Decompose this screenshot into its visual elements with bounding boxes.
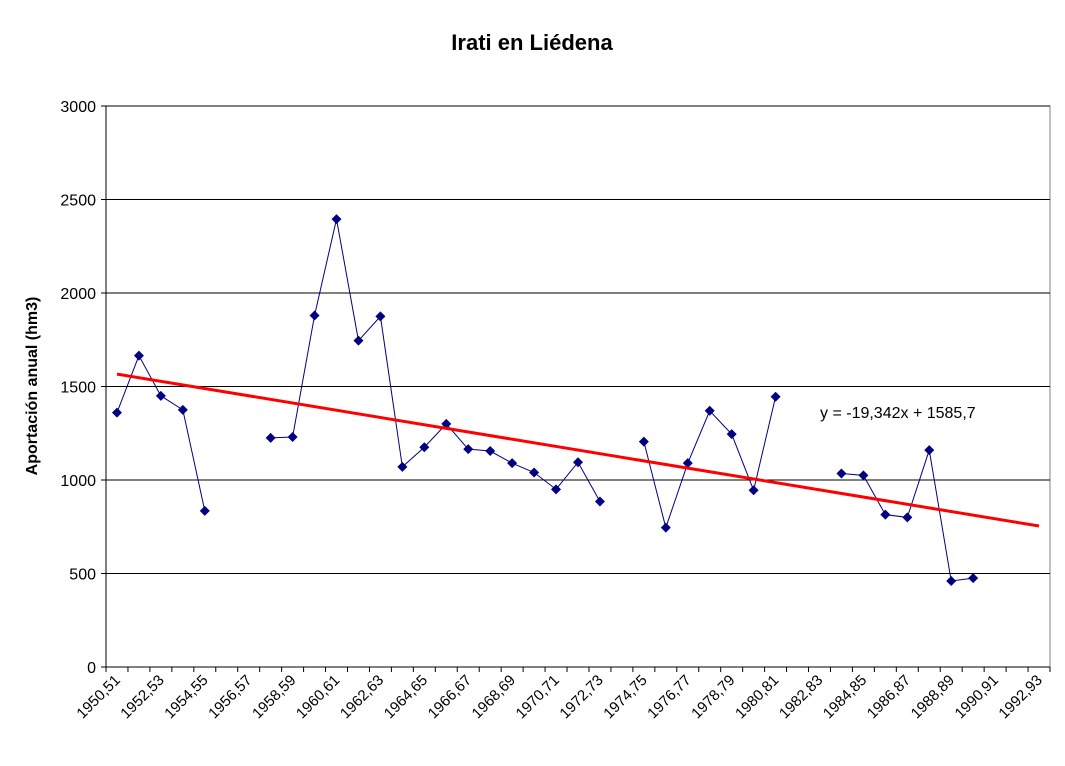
series-line-segment (270, 219, 601, 502)
data-point (397, 461, 408, 472)
x-tick-label: 1992,93 (995, 672, 1045, 722)
data-point (441, 418, 452, 429)
data-point (902, 512, 913, 523)
x-tick-label: 1950,51 (73, 672, 123, 722)
data-point (880, 509, 891, 520)
data-point (748, 485, 759, 496)
data-point (463, 444, 474, 455)
data-point (331, 214, 342, 225)
trendline (116, 372, 1040, 528)
y-tick-label: 1500 (60, 380, 96, 397)
x-tick-label: 1964,65 (381, 672, 431, 722)
y-tick-label: 1000 (60, 473, 96, 490)
x-tick-label: 1970,71 (513, 672, 563, 722)
x-tick-label: 1980,81 (732, 672, 782, 722)
data-point (594, 496, 605, 507)
x-tick-label: 1968,69 (469, 672, 519, 722)
data-point (551, 484, 562, 495)
x-tick-label: 1982,83 (776, 672, 826, 722)
data-point (529, 467, 540, 478)
data-point (155, 390, 166, 401)
x-tick-label: 1966,67 (425, 672, 475, 722)
data-point (858, 470, 869, 481)
data-point (770, 391, 781, 402)
data-point (968, 573, 979, 584)
x-tick-label: 1976,77 (644, 672, 694, 722)
y-tick-label: 3000 (60, 99, 96, 116)
x-tick-label: 1958,59 (249, 672, 299, 722)
data-point (177, 404, 188, 415)
chart-title: Irati en Liédena (451, 30, 613, 55)
x-tick-label: 1962,63 (337, 672, 387, 722)
data-point (265, 432, 276, 443)
x-tick-label: 1960,61 (293, 672, 343, 722)
x-tick-label: 1952,53 (117, 672, 167, 722)
data-point (704, 405, 715, 416)
data-point (419, 442, 430, 453)
x-tick-label: 1986,87 (864, 672, 914, 722)
trendline-equation: y = -19,342x + 1585,7 (820, 405, 976, 422)
y-tick-label: 0 (87, 660, 96, 677)
x-tick-label: 1978,79 (688, 672, 738, 722)
x-tick-label: 1954,55 (161, 672, 211, 722)
data-point (199, 505, 210, 516)
data-point (507, 458, 518, 469)
data-point (287, 431, 298, 442)
data-point (946, 575, 957, 586)
data-point (660, 522, 671, 533)
data-point (726, 429, 737, 440)
data-point (638, 436, 649, 447)
y-tick-label: 500 (69, 567, 96, 584)
y-tick-label: 2500 (60, 193, 96, 210)
x-tick-label: 1974,75 (600, 672, 650, 722)
data-point (573, 457, 583, 468)
y-axis-label: Aportación anual (hm3) (24, 297, 41, 476)
data-point (309, 310, 320, 321)
x-tick-label: 1984,85 (820, 672, 870, 722)
x-tick-label: 1990,91 (952, 672, 1002, 722)
x-tick-label: 1956,57 (205, 672, 255, 722)
data-point (111, 407, 122, 418)
x-tick-label: 1988,89 (908, 672, 958, 722)
data-point (353, 335, 364, 346)
y-tick-label: 2000 (60, 286, 96, 303)
data-point (924, 445, 935, 456)
data-point (836, 468, 847, 479)
data-point (375, 311, 386, 322)
x-tick-label: 1972,73 (556, 672, 606, 722)
data-point (682, 458, 693, 469)
data-point (485, 446, 496, 457)
data-point (133, 350, 144, 361)
